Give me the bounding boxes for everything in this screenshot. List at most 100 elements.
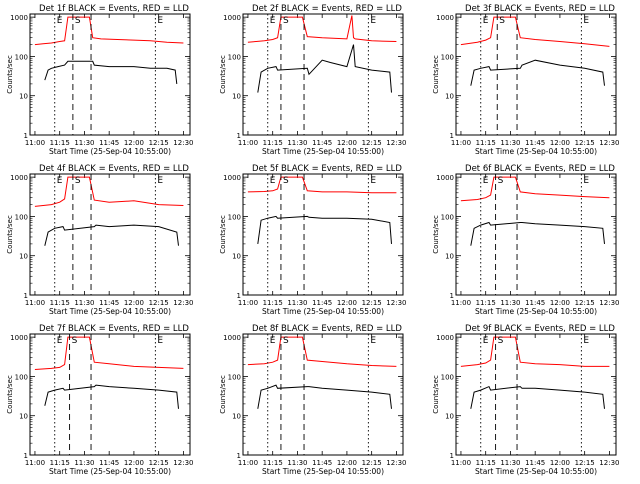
- x-tick-label: 11:15: [263, 459, 283, 467]
- series-line-lld: [34, 336, 184, 370]
- x-tick-label: 11:45: [99, 139, 119, 147]
- x-tick-label: 12:15: [149, 299, 169, 307]
- time-marker-label: E: [583, 176, 589, 186]
- x-tick-label: 11:15: [476, 299, 496, 307]
- time-marker-label: E: [483, 176, 489, 186]
- y-tick-label: 1000: [436, 174, 454, 182]
- y-axis-label: Counts/sec: [219, 375, 227, 414]
- time-marker-label: E: [270, 16, 276, 26]
- x-tick-label: 11:15: [263, 299, 283, 307]
- time-marker-label: E: [57, 176, 63, 186]
- series-line-events: [257, 44, 392, 93]
- y-tick-label: 10: [232, 253, 241, 261]
- x-tick-label: 11:00: [451, 299, 471, 307]
- x-tick-label: 11:15: [50, 299, 70, 307]
- x-tick-label: 11:45: [99, 459, 119, 467]
- x-tick-label: 11:00: [451, 459, 471, 467]
- x-axis-label: Start Time (25-Sep-04 10:55:00): [49, 467, 171, 476]
- time-marker-label: E: [370, 16, 376, 26]
- y-axis-label: Counts/sec: [6, 375, 14, 414]
- y-tick-label: 100: [15, 213, 28, 221]
- plot-title: Det 2f BLACK = Events, RED = LLD: [252, 4, 402, 14]
- y-tick-label: 10: [445, 413, 454, 421]
- y-tick-label: 1: [237, 132, 241, 140]
- time-marker-label: E: [57, 16, 63, 26]
- y-tick-label: 100: [15, 53, 28, 61]
- plot-title: Det 6f BLACK = Events, RED = LLD: [465, 164, 615, 174]
- y-tick-label: 1: [450, 292, 454, 300]
- x-axis-label: Start Time (25-Sep-04 10:55:00): [49, 307, 171, 316]
- series-line-lld: [247, 176, 397, 194]
- x-tick-label: 12:00: [337, 139, 357, 147]
- x-tick-label: 12:30: [599, 139, 619, 147]
- x-axis-label: Start Time (25-Sep-04 10:55:00): [262, 467, 384, 476]
- y-tick-label: 1: [450, 452, 454, 460]
- plot-frame: [29, 333, 191, 456]
- x-tick-label: 11:45: [99, 299, 119, 307]
- y-tick-label: 10: [232, 93, 241, 101]
- x-tick-label: 12:15: [149, 139, 169, 147]
- time-marker-label: E: [583, 16, 589, 26]
- x-tick-label: 11:45: [312, 459, 332, 467]
- y-tick-label: 1: [237, 292, 241, 300]
- plot-title: Det 7f BLACK = Events, RED = LLD: [39, 324, 189, 334]
- plot-frame: [455, 13, 617, 136]
- time-marker-label: S: [283, 16, 289, 26]
- y-tick-label: 100: [441, 213, 454, 221]
- x-tick-label: 12:00: [337, 299, 357, 307]
- plot-frame: [29, 173, 191, 296]
- x-tick-label: 11:45: [525, 459, 545, 467]
- series-line-lld: [34, 16, 184, 46]
- time-marker-label: S: [75, 176, 81, 186]
- y-tick-label: 100: [228, 213, 241, 221]
- x-tick-label: 12:15: [575, 459, 595, 467]
- time-marker-label: S: [498, 336, 504, 346]
- time-marker-label: E: [270, 336, 276, 346]
- time-marker-label: E: [270, 176, 276, 186]
- y-tick-label: 1000: [223, 14, 241, 22]
- plot-frame: [242, 173, 404, 296]
- series-line-events: [470, 385, 605, 409]
- time-marker-label: E: [583, 336, 589, 346]
- plot-panel-1: Det 1f BLACK = Events, RED = LLD 1 10 100 10…: [6, 4, 193, 156]
- series-line-events: [257, 215, 392, 244]
- time-marker-label: S: [72, 336, 78, 346]
- time-marker-label: S: [498, 176, 504, 186]
- plot-panel-6: Det 6f BLACK = Events, RED = LLD 1 10 100 10…: [432, 164, 619, 316]
- x-tick-label: 11:30: [500, 139, 520, 147]
- x-tick-label: 11:30: [74, 459, 94, 467]
- x-tick-label: 12:00: [124, 459, 144, 467]
- series-line-events: [44, 224, 179, 246]
- time-marker-label: S: [283, 336, 289, 346]
- x-axis-label: Start Time (25-Sep-04 10:55:00): [262, 307, 384, 316]
- plot-title: Det 3f BLACK = Events, RED = LLD: [465, 4, 615, 14]
- time-marker-label: E: [157, 336, 163, 346]
- x-tick-label: 11:15: [50, 459, 70, 467]
- plot-title: Det 1f BLACK = Events, RED = LLD: [39, 4, 189, 14]
- plot-title: Det 8f BLACK = Events, RED = LLD: [252, 324, 402, 334]
- plot-panel-2: Det 2f BLACK = Events, RED = LLD 1 10 100 10…: [219, 4, 406, 156]
- plot-title: Det 4f BLACK = Events, RED = LLD: [39, 164, 189, 174]
- x-tick-label: 11:00: [25, 459, 45, 467]
- x-tick-label: 11:00: [238, 299, 258, 307]
- y-axis-label: Counts/sec: [6, 55, 14, 94]
- x-tick-label: 12:15: [575, 139, 595, 147]
- x-tick-label: 12:30: [386, 299, 406, 307]
- series-line-events: [470, 59, 605, 86]
- x-tick-label: 11:00: [238, 139, 258, 147]
- x-tick-label: 11:00: [238, 459, 258, 467]
- y-tick-label: 1000: [10, 174, 28, 182]
- y-tick-label: 100: [441, 373, 454, 381]
- x-tick-label: 11:30: [287, 139, 307, 147]
- x-tick-label: 12:15: [575, 299, 595, 307]
- x-tick-label: 11:00: [451, 139, 471, 147]
- x-tick-label: 11:45: [312, 139, 332, 147]
- plot-panel-3: Det 3f BLACK = Events, RED = LLD 1 10 100 10…: [432, 4, 619, 156]
- x-tick-label: 12:00: [124, 299, 144, 307]
- x-tick-label: 12:15: [362, 459, 382, 467]
- x-tick-label: 11:30: [74, 139, 94, 147]
- y-tick-label: 100: [15, 373, 28, 381]
- x-tick-label: 12:00: [337, 459, 357, 467]
- x-tick-label: 11:15: [476, 139, 496, 147]
- y-tick-label: 1: [450, 132, 454, 140]
